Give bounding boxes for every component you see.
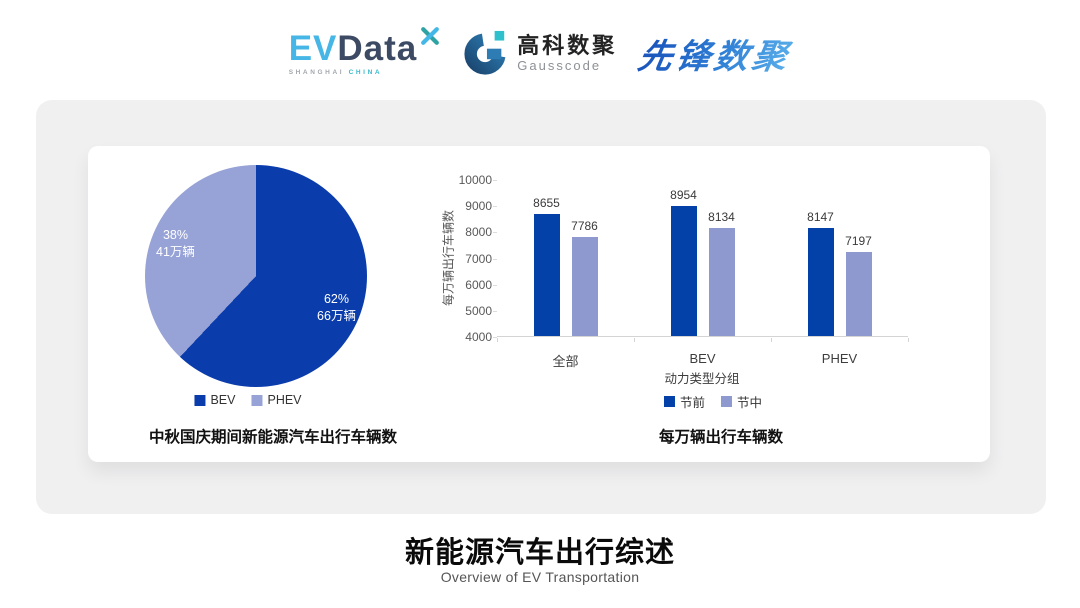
- bar: [807, 227, 834, 336]
- x-category-label: BEV: [689, 351, 716, 366]
- bar-value-label: 7786: [571, 218, 598, 233]
- legend-swatch: [663, 396, 675, 407]
- pie-legend: BEV PHEV: [194, 393, 302, 407]
- y-tick-label: 10000: [458, 173, 492, 187]
- x-tickmark: [634, 338, 635, 342]
- page-title: 新能源汽车出行综述: [404, 537, 675, 569]
- legend-label: BEV: [210, 393, 236, 407]
- x-tickmark: [771, 338, 772, 342]
- bar-value-label: 8147: [807, 209, 834, 224]
- y-tick-label: 5000: [465, 303, 492, 318]
- x-category-label: PHEV: [821, 351, 858, 366]
- bar-value-label: 7197: [845, 234, 872, 249]
- evdata-data-text: Data: [337, 28, 418, 68]
- gausscode-logo: 高科数聚 Gausscode: [463, 30, 617, 76]
- x-tickmark: [497, 338, 498, 342]
- bar: [670, 206, 697, 336]
- gausscode-text: 高科数聚 Gausscode: [517, 33, 617, 73]
- x-tickmark: [908, 338, 909, 342]
- y-tickmark: [493, 258, 497, 260]
- legend-label: PHEV: [267, 393, 302, 407]
- y-tickmark: [493, 310, 497, 312]
- xianfeng-logo: 先锋数聚: [635, 29, 796, 78]
- bar-value-label: 8134: [708, 209, 735, 224]
- evdata-wordmark: EV Data: [288, 26, 442, 68]
- y-tick-label: 7000: [465, 251, 492, 266]
- evdata-shanghai-text: SHANGHAI: [288, 68, 345, 76]
- bar-value-label: 8655: [533, 196, 560, 211]
- pie-chart: [145, 165, 367, 387]
- bar: [708, 227, 735, 336]
- evdata-china-text: CHINA: [348, 68, 383, 76]
- y-tickmark: [493, 232, 497, 234]
- bar: [845, 252, 872, 336]
- evdata-x-icon: [421, 26, 440, 45]
- bar-chart-title: 每万辆出行车辆数: [658, 429, 784, 446]
- evdata-logo: EV Data SHANGHAI CHINA: [288, 26, 442, 76]
- pie-slice-label: 38% 41万辆: [156, 228, 195, 260]
- legend-label: 节中: [737, 396, 763, 410]
- page-subtitle: Overview of EV Transportation: [440, 569, 640, 585]
- gausscode-cn-text: 高科数聚: [517, 32, 618, 58]
- y-tick-label: 6000: [465, 277, 492, 292]
- legend-swatch: [251, 394, 263, 406]
- legend-item: BEV: [194, 393, 235, 407]
- legend-item: 节前: [663, 392, 705, 411]
- bar-value-label: 8954: [670, 188, 697, 203]
- pie-chart-title: 中秋国庆期间新能源汽车出行车辆数: [148, 429, 398, 446]
- pie-slice-label: 62% 66万辆: [317, 291, 356, 323]
- bar-x-axis-label: 动力类型分组: [664, 372, 740, 386]
- gausscode-mark-icon: [464, 30, 506, 75]
- legend-swatch: [194, 394, 206, 406]
- header-logos: EV Data SHANGHAI CHINA 高科数聚 Gausscode: [0, 24, 1080, 82]
- evdata-ev-text: EV: [288, 28, 338, 68]
- y-tick-label: 9000: [465, 199, 492, 214]
- charts-card: BEV PHEV 中秋国庆期间新能源汽车出行车辆数 每万辆出行车辆数 8655 77…: [88, 146, 990, 462]
- content-panel: BEV PHEV 中秋国庆期间新能源汽车出行车辆数 每万辆出行车辆数 8655 77…: [36, 100, 1046, 514]
- evdata-subtitle: SHANGHAI CHINA: [289, 69, 442, 76]
- legend-item: 节中: [721, 392, 762, 411]
- y-tickmark: [493, 206, 497, 208]
- y-tickmark: [493, 284, 497, 286]
- y-tickmark: [493, 180, 497, 181]
- legend-item: PHEV: [251, 393, 302, 407]
- x-category-label: 全部: [552, 354, 579, 369]
- bar-legend: 节前 节中: [663, 392, 762, 411]
- y-tick-label: 4000: [465, 330, 492, 344]
- legend-label: 节前: [679, 396, 705, 410]
- bar: [571, 236, 598, 336]
- gausscode-en-text: Gausscode: [517, 58, 602, 74]
- bar-plot-area: 8655 7786 8954 8134 8147 7197: [497, 180, 908, 337]
- legend-swatch: [721, 396, 732, 407]
- y-tick-label: 8000: [465, 225, 492, 240]
- y-tickmark: [493, 337, 497, 338]
- bar: [533, 214, 560, 336]
